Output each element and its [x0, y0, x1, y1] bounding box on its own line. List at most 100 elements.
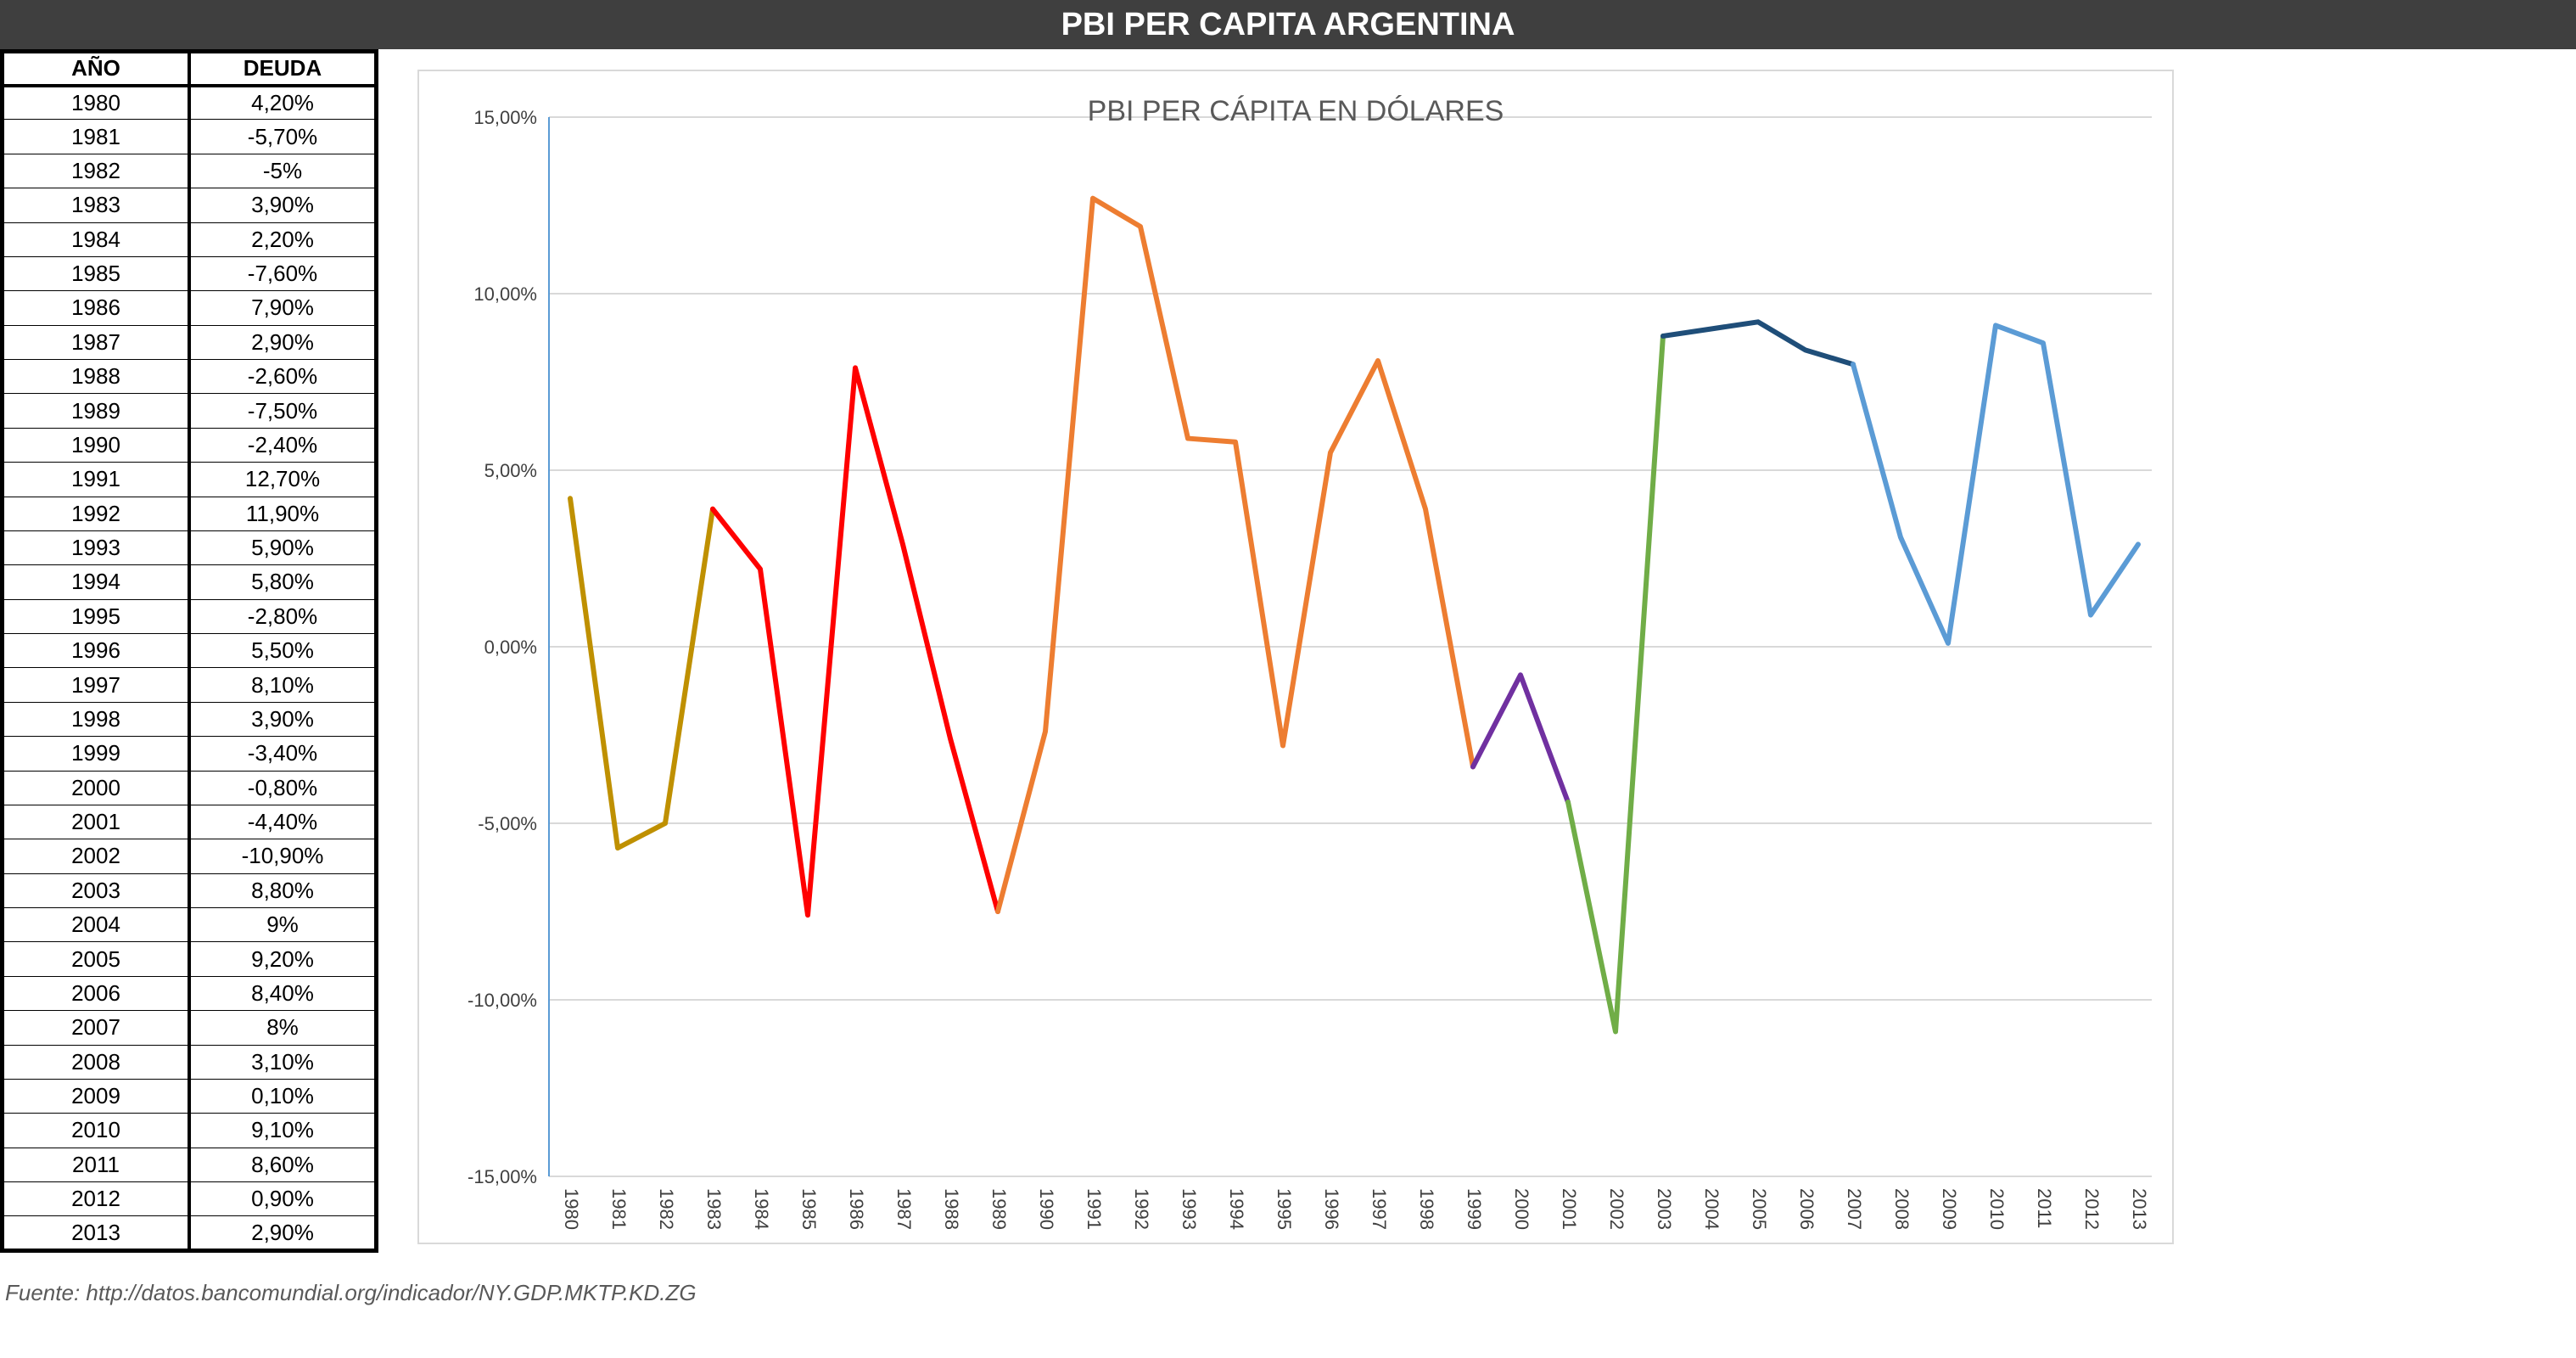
year-cell: 2001	[2, 804, 191, 840]
x-tick-label: 1994	[1226, 1188, 1247, 1230]
y-tick-label: 0,00%	[484, 637, 537, 658]
x-tick-label: 2010	[1986, 1188, 2008, 1230]
x-tick-label: 1998	[1416, 1188, 1437, 1230]
data-point	[853, 365, 858, 370]
data-point	[1423, 507, 1428, 512]
value-cell: 8,40%	[188, 975, 377, 1012]
value-cell: -0,80%	[188, 770, 377, 805]
data-point	[663, 821, 668, 826]
data-point	[805, 912, 810, 917]
year-cell: 1984	[2, 222, 191, 257]
table-row: 1991 12,70%	[2, 462, 377, 497]
table-row: 2006 8,40%	[2, 975, 377, 1012]
table-row: 2013 2,90%	[2, 1215, 377, 1251]
table-row: 1980 4,20%	[2, 84, 377, 121]
data-point	[1993, 323, 1998, 328]
value-cell: -5%	[188, 153, 377, 189]
year-cell: 1986	[2, 290, 191, 326]
data-point	[1565, 800, 1571, 805]
x-tick-label: 2000	[1511, 1188, 1532, 1230]
table-row: 1986 7,90%	[2, 290, 377, 326]
value-cell: 12,70%	[188, 462, 377, 497]
value-cell: 5,50%	[188, 632, 377, 669]
year-cell: 2003	[2, 873, 191, 909]
x-tick-label: 2009	[1939, 1188, 1960, 1230]
data-point	[1185, 436, 1190, 441]
year-cell: 2012	[2, 1181, 191, 1217]
year-cell: 1995	[2, 598, 191, 635]
year-cell: 1993	[2, 530, 191, 566]
value-cell: 8%	[188, 1010, 377, 1046]
data-table: AÑO DEUDA 1980 4,20% 1981 -5,70% 1982 -5% 1983…	[0, 49, 378, 1253]
data-point	[1660, 334, 1666, 339]
table-row: 1997 8,10%	[2, 667, 377, 703]
data-point	[1946, 641, 1951, 646]
data-point	[1138, 224, 1143, 229]
value-cell: 8,10%	[188, 667, 377, 703]
table-row: 2012 0,90%	[2, 1181, 377, 1217]
year-cell: 1981	[2, 119, 191, 154]
y-tick-label: 15,00%	[473, 107, 537, 128]
data-point	[1518, 672, 1523, 677]
year-cell: 2007	[2, 1010, 191, 1046]
value-cell: 5,80%	[188, 564, 377, 600]
data-point	[1803, 348, 1808, 353]
value-cell: 9,20%	[188, 941, 377, 977]
year-cell: 1990	[2, 427, 191, 463]
x-tick-label: 2012	[2081, 1188, 2103, 1230]
data-point	[1328, 450, 1333, 455]
value-cell: 9%	[188, 906, 377, 943]
year-cell: 1989	[2, 393, 191, 429]
value-cell: 3,10%	[188, 1044, 377, 1080]
data-point	[948, 736, 953, 741]
series-line-2	[995, 195, 1476, 914]
table-row: 2004 9%	[2, 906, 377, 943]
data-point	[1280, 743, 1285, 748]
year-cell: 1985	[2, 255, 191, 292]
column-header-debt: DEUDA	[188, 51, 377, 87]
value-cell: 11,90%	[188, 496, 377, 531]
x-tick-label: 1992	[1131, 1188, 1152, 1230]
table-row: 1987 2,90%	[2, 324, 377, 361]
year-cell: 1992	[2, 496, 191, 531]
series-line-0	[568, 496, 715, 851]
year-cell: 2008	[2, 1044, 191, 1080]
x-tick-label: 2008	[1891, 1188, 1912, 1230]
value-cell: -7,50%	[188, 393, 377, 429]
table-row: 1982 -5%	[2, 153, 377, 189]
table-row: 1995 -2,80%	[2, 598, 377, 635]
table-row: 2003 8,80%	[2, 873, 377, 909]
data-point	[1043, 729, 1048, 734]
series-line-6	[1851, 323, 2141, 646]
series-line-1	[710, 365, 1000, 918]
value-cell: 9,10%	[188, 1113, 377, 1148]
value-cell: -2,80%	[188, 598, 377, 635]
x-tick-label: 1999	[1464, 1188, 1485, 1230]
table-row: 2002 -10,90%	[2, 839, 377, 874]
year-cell: 2002	[2, 839, 191, 874]
x-tick-label: 1983	[703, 1188, 725, 1230]
table-row: 1981 -5,70%	[2, 119, 377, 154]
year-cell: 1980	[2, 84, 191, 121]
table-row: 1998 3,90%	[2, 701, 377, 738]
data-point	[1851, 362, 1856, 367]
series-line-5	[1660, 319, 1856, 368]
data-point	[1613, 1029, 1618, 1034]
table-header-row: AÑO DEUDA	[2, 51, 377, 87]
year-cell: 1994	[2, 564, 191, 600]
year-cell: 1983	[2, 188, 191, 223]
x-tick-label: 1988	[941, 1188, 962, 1230]
x-tick-label: 1997	[1369, 1188, 1390, 1230]
year-cell: 1982	[2, 153, 191, 189]
table-row: 2000 -0,80%	[2, 770, 377, 805]
value-cell: -5,70%	[188, 119, 377, 154]
table-row: 2009 0,10%	[2, 1078, 377, 1114]
series-line-3	[1470, 672, 1571, 805]
y-tick-label: -15,00%	[468, 1166, 537, 1187]
x-tick-label: 1987	[893, 1188, 915, 1230]
x-tick-label: 1984	[751, 1188, 772, 1230]
value-cell: -10,90%	[188, 839, 377, 874]
year-cell: 2004	[2, 906, 191, 943]
source-note: Fuente: http://datos.bancomundial.org/in…	[5, 1280, 697, 1305]
table-row: 1990 -2,40%	[2, 427, 377, 463]
